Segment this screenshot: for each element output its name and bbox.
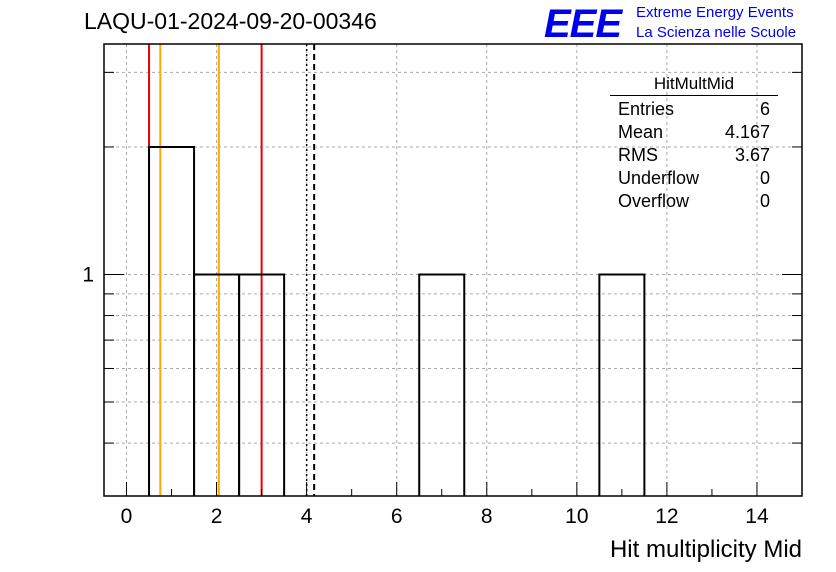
histogram-bar bbox=[238, 273, 286, 496]
logo-subtitle-line1: Extreme Energy Events bbox=[636, 4, 794, 21]
stats-value: 3.67 bbox=[734, 145, 770, 165]
stats-label: Overflow bbox=[618, 191, 690, 211]
histogram-bar bbox=[193, 273, 241, 496]
stats-value: 0 bbox=[759, 191, 770, 211]
stats-value: 4.167 bbox=[724, 122, 770, 142]
stats-value: 6 bbox=[759, 99, 770, 119]
x-tick-label: 6 bbox=[391, 505, 403, 528]
tick-labels: 0 2 4 6 8 10 12 14 1 bbox=[82, 263, 769, 528]
plot-frame bbox=[103, 43, 803, 497]
x-tick-label: 2 bbox=[211, 505, 223, 528]
x-tick-label: 12 bbox=[655, 505, 678, 528]
x-tick-label: 10 bbox=[565, 505, 588, 528]
stats-box: HitMultMid Entries 6 Mean 4.167 RMS 3.67… bbox=[610, 74, 778, 213]
logo-subtitle-line2: La Scienza nelle Scuole bbox=[636, 24, 797, 41]
histogram-bars bbox=[148, 145, 646, 496]
stats-row-mean: Mean 4.167 bbox=[610, 121, 778, 144]
stats-row-rms: RMS 3.67 bbox=[610, 144, 778, 167]
stats-label: Mean bbox=[618, 122, 664, 142]
histogram-bar bbox=[148, 145, 196, 496]
stats-label: Entries bbox=[618, 99, 675, 119]
stats-label: RMS bbox=[618, 145, 658, 165]
x-axis-label: Hit multiplicity Mid bbox=[609, 536, 802, 563]
axis-ticks bbox=[104, 71, 803, 496]
stats-title: HitMultMid bbox=[610, 74, 778, 96]
histogram-bar bbox=[418, 273, 466, 496]
stats-row-entries: Entries 6 bbox=[610, 98, 778, 121]
stats-row-underflow: Underflow 0 bbox=[610, 167, 778, 190]
eee-logo: EEE bbox=[544, 2, 622, 46]
marker-lines bbox=[148, 44, 316, 496]
x-tick-label: 14 bbox=[745, 505, 769, 528]
x-tick-label: 8 bbox=[481, 505, 493, 528]
y-tick-label: 1 bbox=[82, 263, 94, 286]
histogram-bar bbox=[598, 273, 646, 496]
x-tick-label: 4 bbox=[301, 505, 313, 528]
stats-row-overflow: Overflow 0 bbox=[610, 190, 778, 213]
run-title: LAQU-01-2024-09-20-00346 bbox=[84, 8, 377, 34]
stats-value: 0 bbox=[759, 168, 770, 188]
x-tick-label: 0 bbox=[121, 505, 133, 528]
stats-label: Underflow bbox=[618, 168, 700, 188]
